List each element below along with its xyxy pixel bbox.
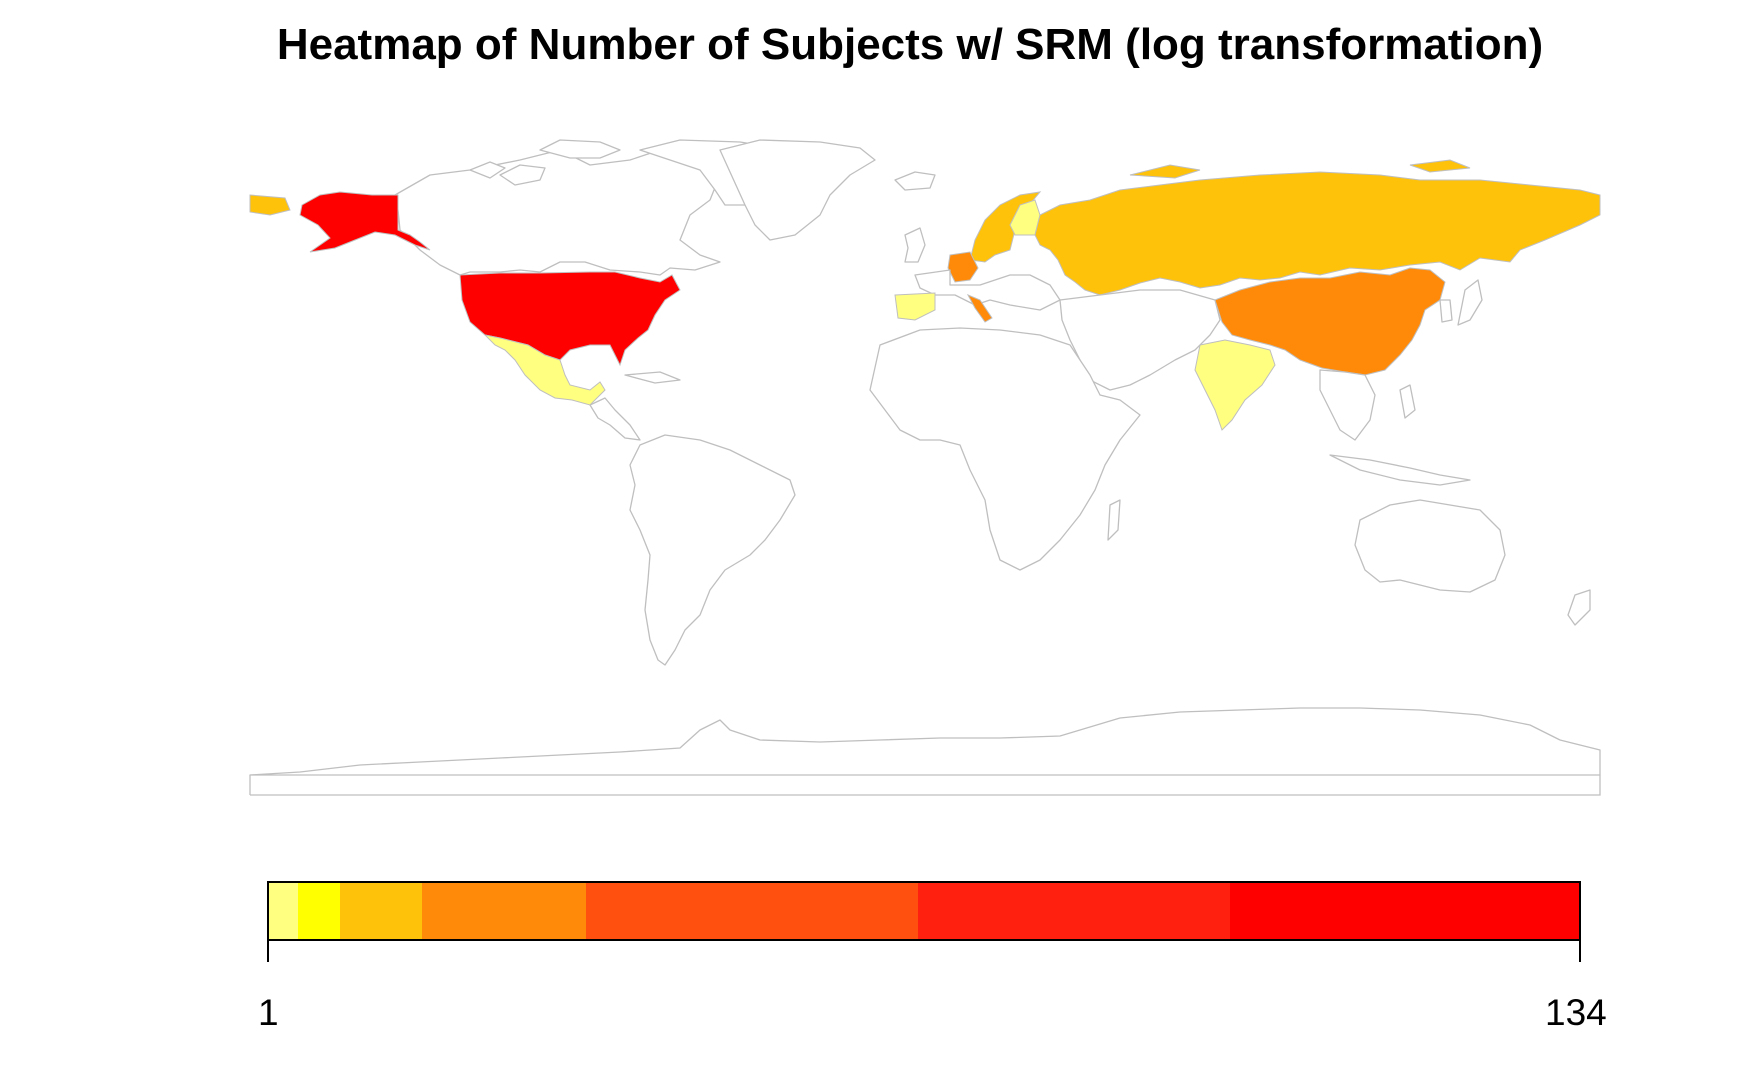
middle-east: [1059, 289, 1221, 391]
china: [1214, 267, 1446, 376]
africa: [869, 327, 1141, 571]
legend-max-label: 134: [1545, 992, 1607, 1033]
germany: [947, 251, 979, 283]
legend-bin-6: [918, 882, 1230, 940]
spain: [894, 292, 936, 321]
legend-min-label: 1: [258, 992, 279, 1033]
cuba: [624, 371, 681, 384]
south-america: [629, 434, 796, 666]
legend-bin-2: [298, 882, 340, 940]
legend-bin-5: [586, 882, 918, 940]
indonesia: [1329, 454, 1471, 486]
legend-outline: [267, 881, 1581, 941]
antarctica: [249, 707, 1601, 776]
europe-central: [914, 269, 1061, 311]
legend-axis: [267, 940, 1581, 962]
chukotka-strip: [249, 194, 291, 216]
australia: [1354, 499, 1506, 593]
page-title: Heatmap of Number of Subjects w/ SRM (lo…: [276, 20, 1544, 69]
map-bottom-edge: [249, 775, 1601, 796]
legend-bin-7: [1230, 882, 1580, 940]
philippines: [1399, 384, 1416, 419]
iceland: [894, 171, 936, 191]
legend-bin-1: [268, 882, 298, 940]
new-zealand: [1567, 589, 1591, 626]
legend-bin-3: [340, 882, 422, 940]
japan: [1457, 279, 1483, 326]
southeast-asia: [1319, 369, 1376, 441]
greenland: [719, 139, 876, 241]
alaska: [299, 191, 431, 253]
central-america: [589, 397, 641, 441]
madagascar: [1107, 499, 1121, 541]
legend-bin-4: [422, 882, 586, 940]
legend-colorbar: [267, 881, 1581, 962]
india: [1194, 339, 1276, 431]
korea: [1439, 299, 1453, 323]
italy: [966, 293, 993, 323]
russia: [1034, 171, 1601, 296]
mexico: [483, 334, 606, 406]
united-states: [459, 271, 681, 367]
uk: [904, 227, 926, 263]
russia-north-islands: [1129, 159, 1471, 179]
canada: [394, 149, 721, 276]
